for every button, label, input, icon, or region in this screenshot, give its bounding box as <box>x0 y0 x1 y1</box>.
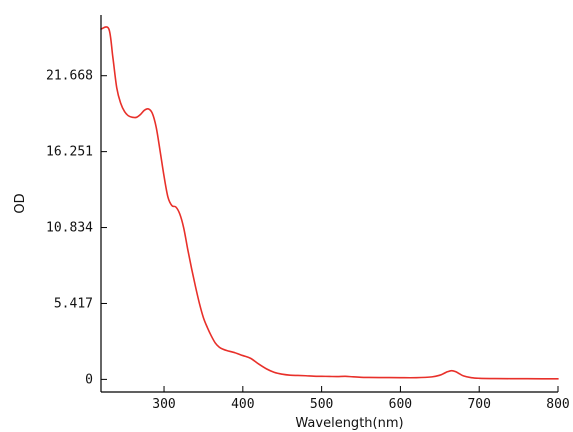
x-axis-ticks: 300 400 500 600 700 800 <box>152 386 570 412</box>
x-axis-title: Wavelength(nm) <box>295 416 403 431</box>
y-tick-label: 10.834 <box>46 221 93 236</box>
axes <box>100 15 558 393</box>
x-tick-label: 700 <box>467 397 490 412</box>
y-tick-label: 21.668 <box>46 69 93 84</box>
y-tick-label: 5.417 <box>54 296 93 311</box>
plot-area <box>100 26 559 380</box>
x-tick-label: 500 <box>310 397 333 412</box>
od-series-line <box>100 26 559 380</box>
y-axis-title: OD <box>13 193 28 213</box>
x-tick-label: 400 <box>231 397 254 412</box>
y-tick-label: 16.251 <box>46 145 93 160</box>
y-axis-ticks: 0 5.417 10.834 16.251 21.668 <box>46 69 107 387</box>
x-tick-label: 300 <box>152 397 175 412</box>
x-tick-label: 600 <box>389 397 412 412</box>
y-tick-label: 0 <box>85 372 93 387</box>
x-tick-label: 800 <box>546 397 569 412</box>
